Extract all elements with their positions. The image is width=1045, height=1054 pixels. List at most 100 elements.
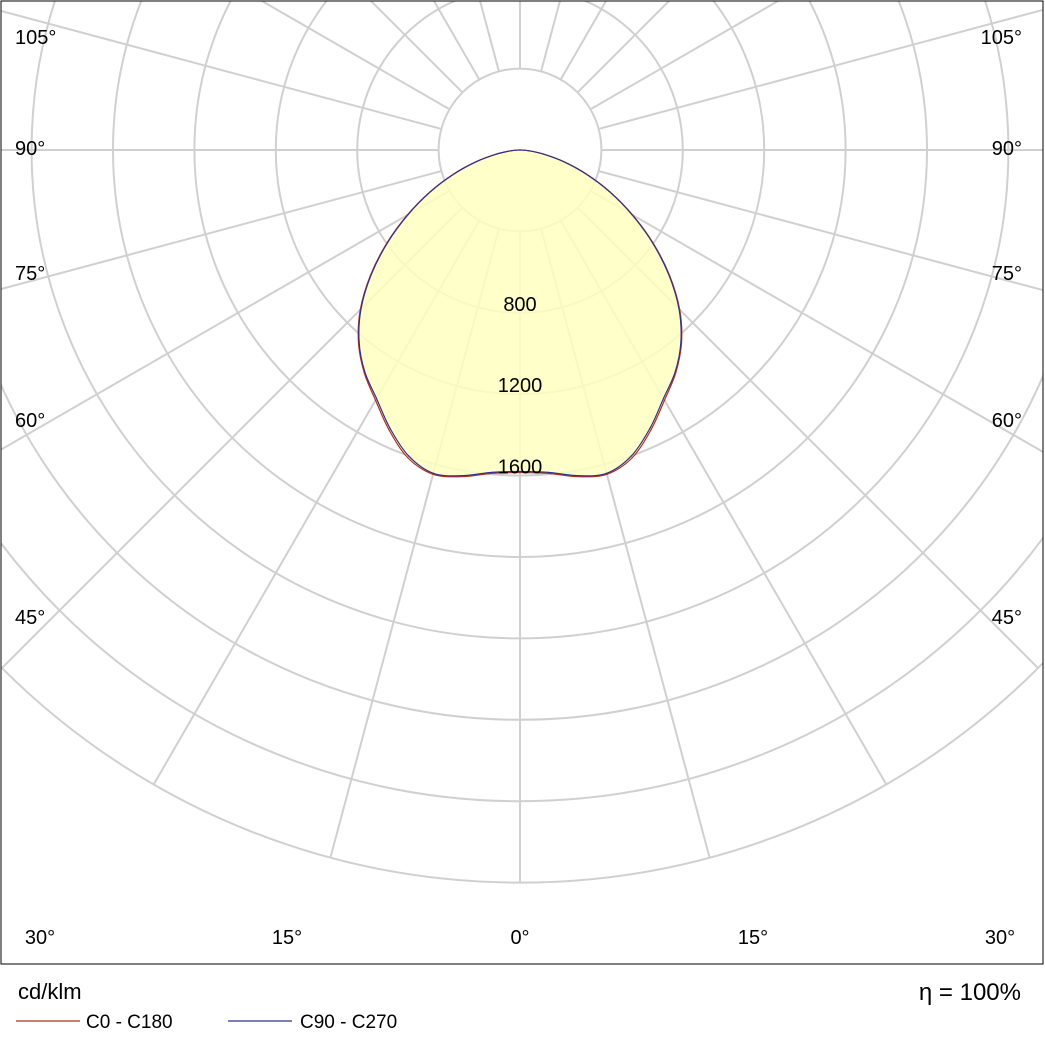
data-point-s1-10-left (461, 475, 464, 477)
data-point-s1-5-left (491, 471, 493, 473)
angle-tick-label-left-105: 105° (15, 27, 56, 49)
angle-tick-label-left-60: 60° (15, 410, 45, 432)
data-point-s1-80-left (495, 153, 497, 155)
data-point-s0-0-right (519, 471, 521, 474)
data-point-s1-80-right (543, 153, 545, 155)
data-point-s1-55-right (651, 242, 654, 244)
data-point-s0-30-left (374, 399, 377, 401)
angle-tick-labels: 105° 90° 75° 60° 45° 105° 90° 75° 60° 45° 30° 15° 0°… (15, 27, 1022, 949)
data-point-s1-20-left (408, 455, 410, 457)
polar-grid (1, 1, 1043, 884)
plot-border (0, 0, 1044, 965)
data-point-s0-15-right (606, 473, 608, 475)
data-point-s1-50-right (668, 274, 670, 276)
data-point-s1-20-right (630, 455, 632, 457)
data-point-s1-10-right (576, 475, 579, 477)
unit-label: cd/klm (18, 979, 82, 1004)
legend-label-c0-c180: C0 - C180 (86, 1012, 173, 1033)
data-point-s0-15-left (432, 473, 434, 475)
grid-spoke-60 (589, 189, 1043, 454)
data-point-s0-5-right (547, 472, 549, 474)
data-point-s0-20-right (631, 457, 633, 459)
angle-tick-label-bottom--30: 30° (25, 927, 55, 949)
grid-spoke-165 (540, 1, 561, 72)
data-point-s1-25-right (649, 427, 651, 430)
data-point-s0-10-left (461, 476, 463, 478)
grid-spoke-210 (432, 1, 481, 81)
data-point-s0-55-left (386, 242, 388, 244)
data-point-s1-15-left (432, 472, 434, 474)
data-point-s1-65-left (429, 191, 432, 193)
angle-tick-label-bottom-30: 30° (985, 927, 1015, 949)
angle-tick-label-right-60: 60° (992, 410, 1022, 432)
data-point-s1-15-right (606, 472, 608, 474)
data-point-s1-50-left (370, 274, 372, 276)
intensity-curves (357, 149, 683, 478)
grid-spoke-135 (576, 1, 671, 94)
data-point-s1-45-left (360, 308, 362, 310)
grid-spoke-150 (559, 1, 608, 81)
data-point-s1-85-left (510, 150, 512, 152)
data-point-s0-65-right (609, 191, 611, 193)
data-point-s0-60-right (632, 214, 634, 216)
data-point-s0-70-left (452, 173, 454, 175)
data-point-s0-10-right (577, 476, 579, 478)
data-point-s0-60-left (406, 214, 408, 216)
angle-tick-label-right-105: 105° (981, 27, 1022, 49)
angle-tick-label-left-90: 90° (15, 138, 45, 160)
data-point-s1-30-right (662, 397, 665, 400)
data-point-s1-40-right (680, 341, 682, 343)
data-point-s1-70-left (453, 173, 455, 175)
data-point-s1-35-right (674, 371, 676, 373)
data-point-s1-70-right (585, 173, 587, 175)
grid-spoke-105 (598, 8, 1043, 130)
angle-tick-label-right-90: 90° (992, 138, 1022, 160)
radial-tick-label-1200: 1200 (498, 375, 543, 397)
data-point-s1-85-right (528, 150, 530, 152)
grid-spoke-225 (369, 1, 464, 94)
grid-spoke-240 (259, 1, 451, 111)
data-point-s1-5-right (547, 471, 549, 473)
efficiency-label: η = 100% (919, 979, 1021, 1006)
data-point-s0-5-left (491, 472, 493, 474)
data-point-s0-65-left (429, 191, 431, 193)
data-point-s1-40-left (358, 341, 360, 343)
data-point-s1-60-right (631, 214, 633, 216)
angle-tick-label-left-45: 45° (15, 607, 45, 629)
grid-spoke-75 (598, 170, 1043, 292)
data-point-s0-55-right (652, 242, 654, 244)
angle-tick-label-right-75: 75° (992, 263, 1022, 285)
angle-tick-label-bottom-15: 15° (738, 927, 768, 949)
data-point-s0-30-right (663, 399, 666, 401)
legend: C0 - C180 C90 - C270 (16, 1012, 397, 1033)
data-point-s1-25-left (389, 427, 391, 430)
data-point-s1-45-right (678, 308, 680, 310)
legend-label-c90-c270: C90 - C270 (300, 1012, 397, 1033)
data-point-s0-25-left (388, 429, 390, 431)
grid-spoke-195 (479, 1, 500, 72)
radial-tick-label-1600: 1600 (498, 457, 543, 479)
radial-tick-label-800: 800 (503, 294, 536, 316)
angle-tick-label-bottom--15: 15° (272, 927, 302, 949)
data-point-s1-75-right (563, 161, 565, 163)
data-point-s1-0-right (519, 470, 521, 473)
angle-tick-label-left-75: 75° (15, 263, 45, 285)
data-point-s1-75-left (475, 161, 477, 163)
data-point-s1-55-left (386, 242, 389, 244)
intensity-fill-area (358, 150, 682, 477)
data-point-s1-60-left (407, 214, 409, 216)
data-point-s0-25-right (650, 429, 652, 431)
data-point-s1-65-right (608, 191, 611, 193)
angle-tick-label-bottom-0: 0° (510, 927, 529, 949)
grid-spoke-285 (1, 170, 442, 291)
data-point-s1-30-left (375, 397, 378, 400)
data-point-s0-70-right (586, 173, 588, 175)
angle-tick-label-right-45: 45° (992, 607, 1022, 629)
grid-spoke-255 (1, 9, 442, 130)
data-point-s1-35-left (364, 371, 366, 373)
radial-tick-labels: 800 1200 1600 (498, 294, 543, 479)
grid-spoke-300 (1, 189, 451, 451)
data-point-s0-20-left (407, 457, 409, 459)
